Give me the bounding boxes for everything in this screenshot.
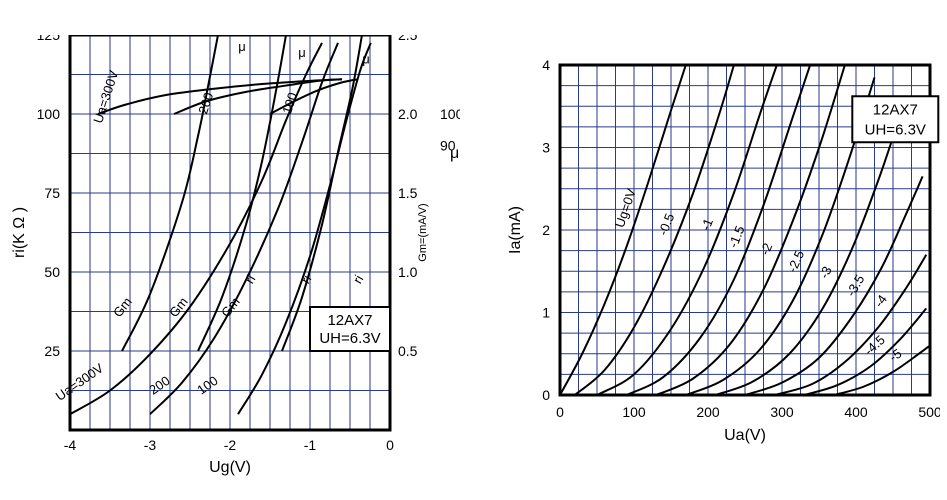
ri-tag: ri — [350, 272, 367, 286]
yl-axis-label: ri(K Ω ) — [11, 207, 28, 258]
legend-subtitle: UH=6.3V — [865, 121, 926, 138]
x-tick: 0 — [556, 404, 564, 420]
legend-title: 12AX7 — [873, 101, 918, 118]
x-tick: 300 — [770, 404, 794, 420]
yr1-tick: 2.5 — [398, 35, 418, 43]
right-chart: 0100200300400500Ua(V)01234Ia(mA)Ug=0V-0.… — [496, 55, 940, 455]
y-tick: 3 — [542, 140, 550, 156]
plate-curve — [686, 77, 875, 395]
ua-label-top: Ua=300V — [90, 68, 121, 125]
yl-tick: 75 — [44, 185, 60, 201]
yr1-tick: 1.0 — [398, 264, 418, 280]
mu-tag: μ — [362, 51, 370, 66]
plate-curve-label: -5 — [886, 346, 904, 365]
yr2-axis-label: μ — [450, 145, 459, 162]
x-axis-label: Ua(V) — [724, 427, 766, 444]
mu-tag: μ — [298, 45, 306, 60]
yr1-axis-label: Gm=(mA/V) — [417, 203, 429, 261]
left-chart: -4 -3 -2 -1 0 Ug(V) 25 50 75 100 125 ri(K Ω ) 0.5 1.0… — [6, 35, 460, 485]
plate-curve-label: -0.5 — [655, 211, 677, 237]
y-tick: 0 — [542, 387, 550, 403]
plate-curve-label: -1.5 — [725, 224, 747, 250]
yr1-tick: 1.5 — [398, 185, 418, 201]
yr1-tick: 0.5 — [398, 343, 418, 359]
x-tick: 0 — [386, 437, 394, 453]
x-tick: -1 — [304, 437, 317, 453]
plate-curve-label: -4 — [871, 292, 890, 310]
ua-label-top: 100 — [279, 90, 300, 115]
ua-label-top: 200 — [195, 90, 216, 115]
yl-tick: 25 — [44, 343, 60, 359]
y-axis-label: Ia(mA) — [507, 206, 524, 254]
y-tick: 4 — [542, 57, 550, 73]
x-tick: 500 — [918, 404, 940, 420]
yr1-tick: 2.0 — [398, 106, 418, 122]
mu-tag: μ — [238, 39, 246, 54]
yl-tick: 50 — [44, 264, 60, 280]
plate-curve-label: -2 — [757, 241, 775, 258]
plate-curve-label: -2.5 — [784, 248, 807, 275]
yl-tick: 100 — [37, 106, 61, 122]
gm-tag: Gm — [110, 294, 135, 320]
x-tick: 400 — [844, 404, 868, 420]
legend-subtitle: UH=6.3V — [319, 330, 380, 347]
yr2-tick: 100 — [440, 106, 460, 122]
x-tick: -4 — [64, 437, 77, 453]
x-tick: -3 — [144, 437, 157, 453]
x-axis-label: Ug(V) — [209, 459, 251, 476]
x-tick: -2 — [224, 437, 237, 453]
y-tick: 1 — [542, 305, 550, 321]
x-tick: 200 — [696, 404, 720, 420]
yl-tick: 125 — [37, 35, 61, 43]
ua-label-bot: 100 — [194, 373, 220, 398]
legend-title: 12AX7 — [327, 312, 372, 329]
x-tick: 100 — [622, 404, 646, 420]
y-tick: 2 — [542, 222, 550, 238]
plate-curve-label: -3.5 — [843, 272, 867, 299]
plate-curve — [834, 346, 930, 396]
